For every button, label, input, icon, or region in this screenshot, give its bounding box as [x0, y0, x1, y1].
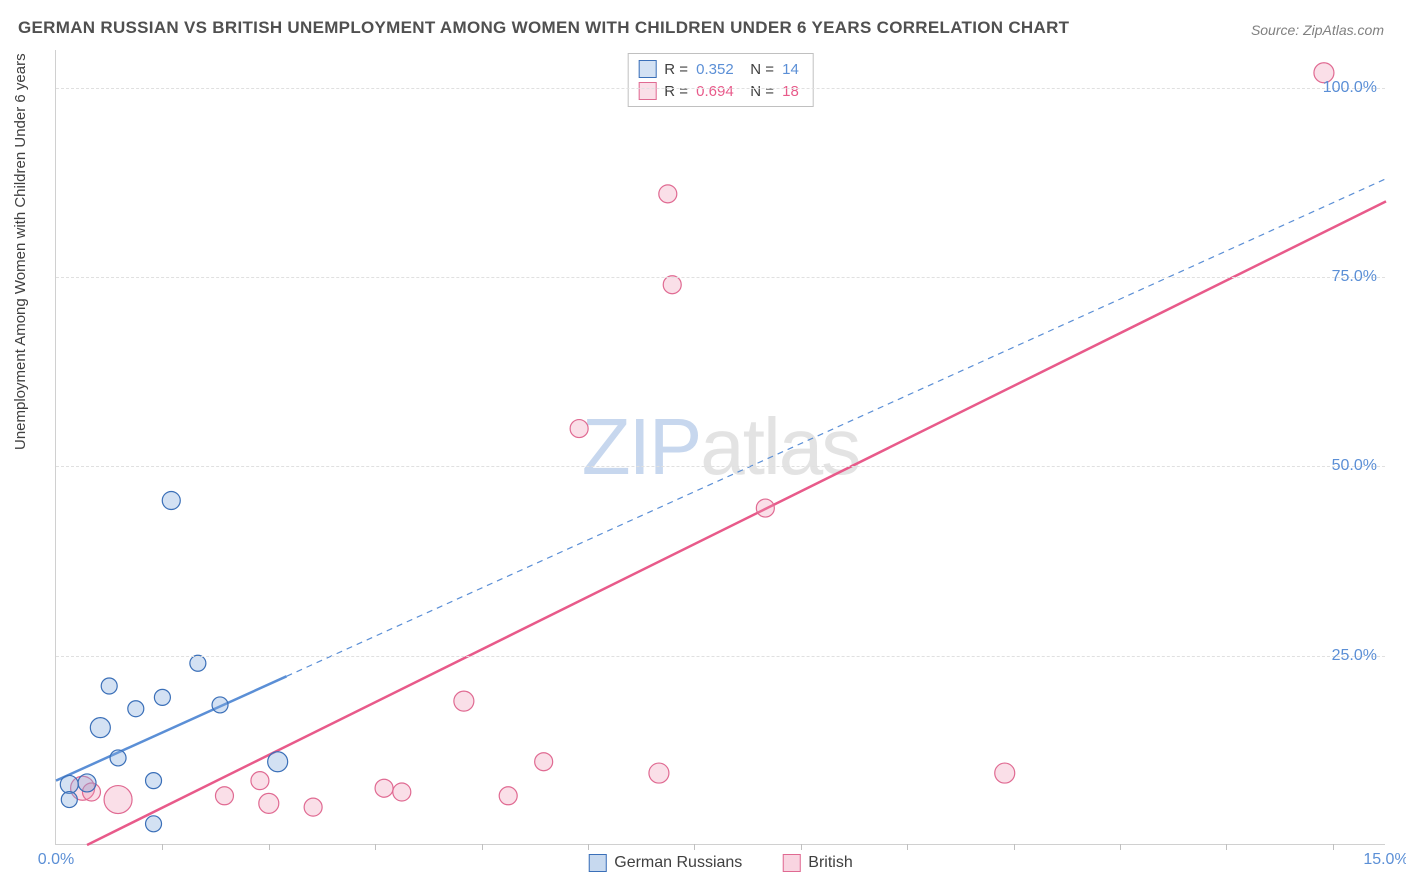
gridline	[56, 466, 1385, 467]
german_russians-point	[101, 678, 117, 694]
x-minor-tick	[1226, 844, 1227, 850]
british-point	[995, 763, 1015, 783]
y-axis-label: Unemployment Among Women with Children U…	[12, 53, 29, 450]
x-minor-tick	[162, 844, 163, 850]
x-minor-tick	[1333, 844, 1334, 850]
y-tick-label: 25.0%	[1332, 647, 1377, 665]
source-label: Source: ZipAtlas.com	[1251, 22, 1384, 38]
legend-series: German Russians British	[588, 854, 853, 872]
british-point	[393, 783, 411, 801]
german_russians-point	[128, 701, 144, 717]
x-minor-tick	[801, 844, 802, 850]
british-trendline	[87, 201, 1386, 845]
german_russians-trendline-extrapolated	[287, 179, 1386, 677]
x-minor-tick	[1120, 844, 1121, 850]
british-point	[454, 691, 474, 711]
legend-swatch-icon	[638, 82, 656, 100]
german_russians-point	[212, 697, 228, 713]
german_russians-point	[90, 718, 110, 738]
x-minor-tick	[1014, 844, 1015, 850]
gridline	[56, 277, 1385, 278]
german_russians-point	[162, 492, 180, 510]
x-tick-label: 0.0%	[38, 851, 74, 869]
german_russians-point	[146, 816, 162, 832]
legend-r-n-text: R = 0.352 N = 14	[664, 61, 803, 78]
y-tick-label: 50.0%	[1332, 457, 1377, 475]
gridline	[56, 656, 1385, 657]
british-point	[375, 779, 393, 797]
x-minor-tick	[269, 844, 270, 850]
x-minor-tick	[375, 844, 376, 850]
legend-r-n-text: R = 0.694 N = 18	[664, 83, 803, 100]
british-point	[535, 753, 553, 771]
british-point	[570, 420, 588, 438]
british-point	[756, 499, 774, 517]
legend-correlation-row: R = 0.352 N = 14	[638, 58, 803, 80]
legend-correlation-row: R = 0.694 N = 18	[638, 80, 803, 102]
british-point	[499, 787, 517, 805]
x-minor-tick	[907, 844, 908, 850]
gridline	[56, 88, 1385, 89]
german_russians-point	[60, 775, 78, 793]
chart-container: GERMAN RUSSIAN VS BRITISH UNEMPLOYMENT A…	[0, 0, 1406, 892]
legend-swatch-icon	[588, 854, 606, 872]
british-point	[663, 276, 681, 294]
british-point	[215, 787, 233, 805]
british-point	[251, 772, 269, 790]
british-point	[104, 786, 132, 814]
legend-series-item: German Russians	[588, 854, 742, 872]
german_russians-point	[154, 689, 170, 705]
german_russians-point	[110, 750, 126, 766]
german_russians-point	[268, 752, 288, 772]
british-point	[659, 185, 677, 203]
plot-area: ZIPatlas R = 0.352 N = 14R = 0.694 N = 1…	[55, 50, 1385, 845]
plot-svg	[56, 50, 1385, 844]
legend-series-label: British	[808, 854, 852, 872]
legend-correlation: R = 0.352 N = 14 R = 0.694 N = 18	[627, 53, 814, 107]
x-minor-tick	[694, 844, 695, 850]
german_russians-point	[146, 773, 162, 789]
y-tick-label: 100.0%	[1323, 79, 1377, 97]
legend-series-item: British	[782, 854, 852, 872]
german_russians-point	[190, 655, 206, 671]
x-tick-label: 15.0%	[1363, 851, 1406, 869]
legend-series-label: German Russians	[614, 854, 742, 872]
legend-swatch-icon	[638, 60, 656, 78]
british-point	[259, 793, 279, 813]
y-tick-label: 75.0%	[1332, 268, 1377, 286]
x-minor-tick	[482, 844, 483, 850]
chart-title: GERMAN RUSSIAN VS BRITISH UNEMPLOYMENT A…	[18, 18, 1069, 38]
legend-swatch-icon	[782, 854, 800, 872]
british-point	[649, 763, 669, 783]
british-point	[304, 798, 322, 816]
german_russians-point	[78, 774, 96, 792]
x-minor-tick	[588, 844, 589, 850]
german_russians-point	[61, 792, 77, 808]
